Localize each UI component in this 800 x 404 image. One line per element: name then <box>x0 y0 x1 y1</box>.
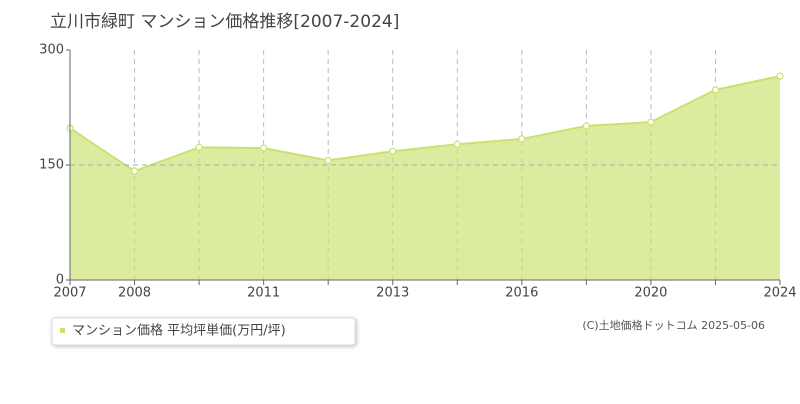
point <box>647 118 655 126</box>
x-tick-label: 2024 <box>763 286 796 301</box>
y-tick-label: 150 <box>39 158 64 173</box>
x-tick-label: 2013 <box>376 286 409 301</box>
point <box>518 135 526 143</box>
y-tick-label: 0 <box>56 273 64 288</box>
x-tick-label: 2020 <box>634 286 667 301</box>
legend-label: マンション価格 平均坪単価(万円/坪) <box>72 323 286 339</box>
line <box>69 75 781 173</box>
point <box>260 144 268 152</box>
point <box>324 156 332 164</box>
point <box>582 122 590 130</box>
chart-title: 立川市緑町 マンション価格推移[2007-2024] <box>50 12 399 32</box>
area <box>70 76 780 280</box>
legend <box>51 317 356 346</box>
y-tick-label: 300 <box>39 43 64 58</box>
source: (C)土地価格ドットコム 2025-05-06 <box>582 318 765 332</box>
point <box>453 140 461 148</box>
x-tick-label: 2007 <box>53 286 86 301</box>
point <box>711 86 720 94</box>
x-tick-label: 2016 <box>505 286 538 301</box>
x-tick-label: 2011 <box>247 286 280 301</box>
point <box>389 147 397 155</box>
legend-marker <box>60 328 65 333</box>
point <box>776 72 784 80</box>
point <box>195 143 203 151</box>
point <box>130 167 139 175</box>
x-tick-label: 2008 <box>118 286 151 301</box>
